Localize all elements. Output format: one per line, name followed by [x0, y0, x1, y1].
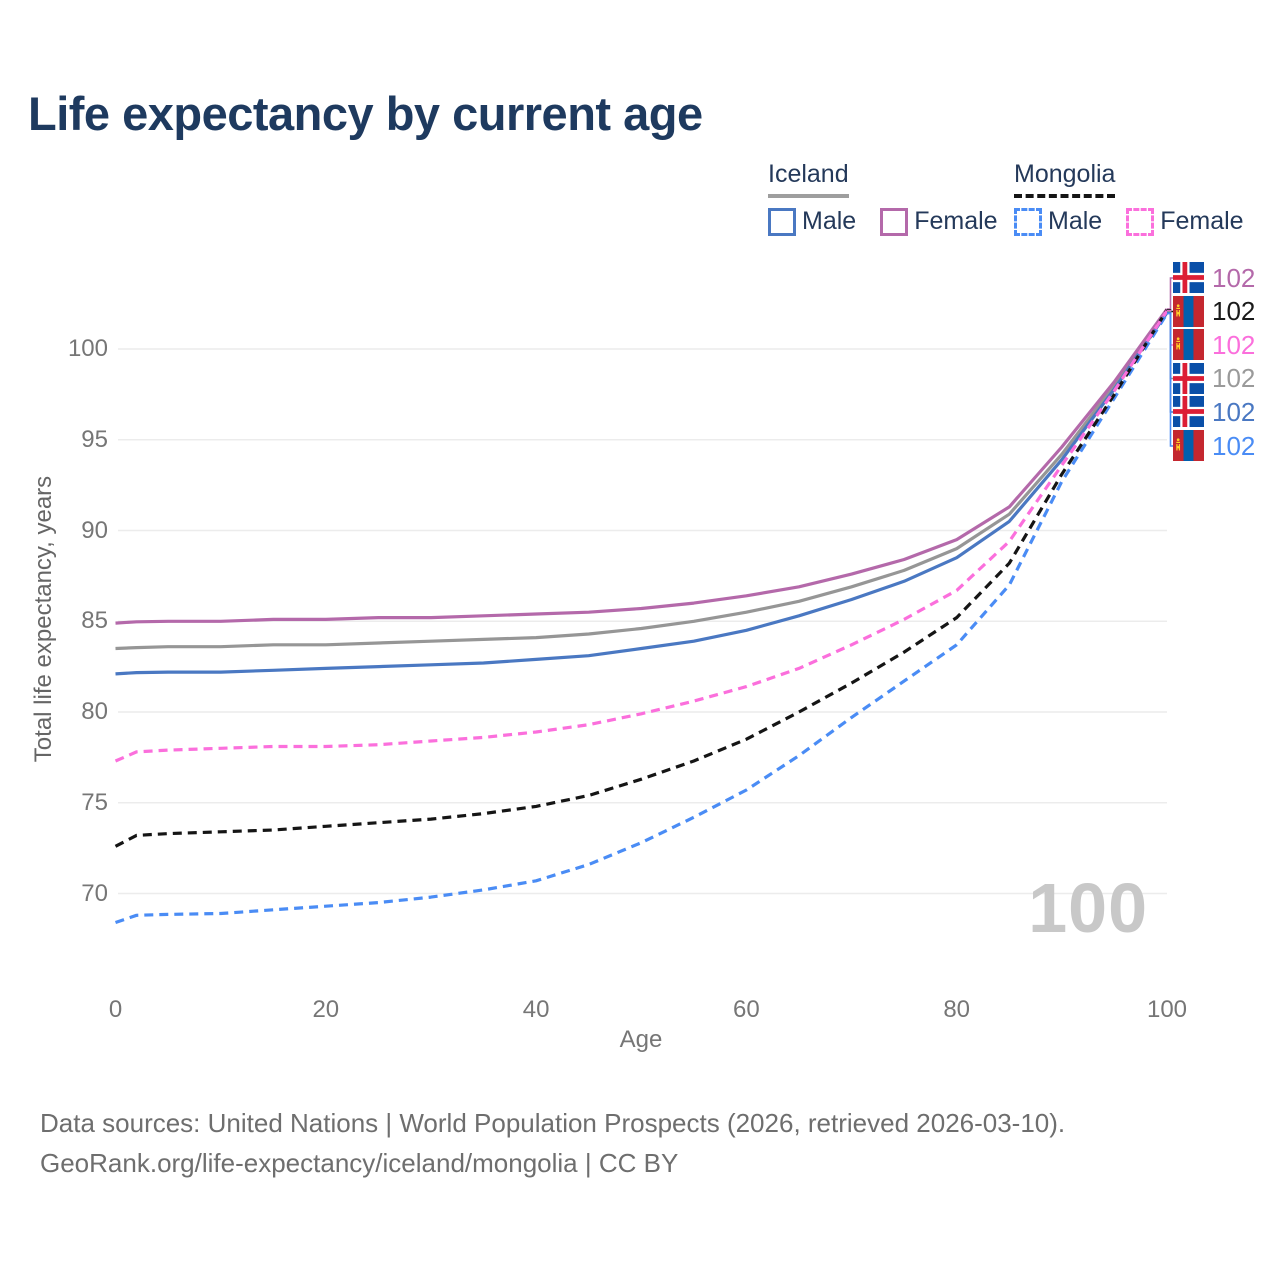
x-tick-label: 100 [1146, 996, 1188, 1023]
y-tick-label: 85 [81, 607, 108, 635]
legend-item-mongolia-male[interactable]: Male [1014, 207, 1102, 236]
series-line-iceland-female[interactable] [115, 308, 1169, 625]
y-tick-label: 95 [81, 425, 108, 453]
mongolia-male-swatch-icon [1014, 207, 1042, 236]
x-tick-label: 0 [108, 996, 123, 1023]
end-label-connector [1167, 312, 1173, 447]
end-label-mongolia-male[interactable]: 102 [1173, 430, 1255, 462]
legend-country-label: Mongolia [1014, 160, 1116, 198]
series-line-mongolia-both-sexes[interactable] [114, 309, 1169, 848]
y-tick-label: 70 [81, 879, 108, 907]
y-tick-label: 100 [67, 335, 108, 362]
mongolia-flag-icon [1173, 430, 1204, 462]
y-axis-title: Total life expectancy, years [30, 475, 57, 763]
y-tick-label: 75 [81, 788, 108, 816]
attribution-text: GeoRank.org/life-expectancy/iceland/mong… [40, 1148, 679, 1178]
x-tick-label: 80 [943, 996, 971, 1023]
data-sources-text: Data sources: United Nations | World Pop… [40, 1108, 1066, 1138]
x-axis-title: Age [619, 1026, 663, 1053]
legend-country-label: Iceland [768, 160, 849, 198]
end-label-iceland-both-sexes[interactable]: 102 [1173, 362, 1256, 395]
iceland-flag-icon [1173, 362, 1204, 394]
series-line-iceland-male[interactable] [115, 311, 1169, 676]
end-value-label: 102 [1212, 329, 1256, 360]
mongolia-flag-icon [1173, 295, 1204, 327]
x-tick-label: 40 [522, 996, 550, 1023]
series-line-mongolia-male[interactable] [114, 312, 1169, 925]
end-label-iceland-male[interactable]: 102 [1173, 396, 1255, 428]
iceland-female-swatch-icon [880, 207, 909, 236]
page-title: Life expectancy by current age [28, 87, 703, 140]
end-label-connector [1167, 277, 1173, 310]
end-value-label: 102 [1212, 396, 1256, 427]
mongolia-female-swatch-icon [1126, 207, 1155, 236]
legend-country-mongolia[interactable]: Mongolia [1014, 160, 1244, 198]
end-label-mongolia-female[interactable]: 102 [1173, 329, 1255, 361]
legend-item-label: Male [1048, 207, 1103, 235]
iceland-flag-icon [1173, 262, 1204, 294]
end-label-mongolia-both-sexes[interactable]: 102 [1173, 295, 1256, 328]
legend-country-iceland[interactable]: Iceland [768, 160, 998, 198]
legend-item-iceland-female[interactable]: Female [880, 207, 998, 236]
end-value-label: 102 [1212, 363, 1256, 393]
mongolia-flag-icon [1173, 329, 1204, 361]
legend-group-mongolia: Mongolia Male Female [1014, 160, 1244, 236]
end-label-iceland-female[interactable]: 102 [1173, 262, 1255, 294]
legend-item-label: Male [802, 207, 857, 235]
age-counter-watermark: 100 [1028, 869, 1148, 947]
series-line-mongolia-female[interactable] [114, 310, 1169, 763]
legend-item-mongolia-female[interactable]: Female [1126, 207, 1244, 236]
legend-item-label: Female [914, 207, 998, 235]
iceland-flag-icon [1173, 396, 1204, 428]
x-tick-label: 20 [312, 996, 340, 1023]
end-value-label: 102 [1212, 430, 1256, 461]
x-tick-label: 60 [733, 996, 760, 1023]
legend-group-iceland: Iceland Male Female [768, 160, 998, 236]
legend-item-iceland-male[interactable]: Male [768, 207, 856, 236]
y-tick-label: 80 [81, 698, 108, 725]
series-line-iceland-both-sexes[interactable] [115, 310, 1169, 651]
end-value-label: 102 [1212, 262, 1256, 293]
end-value-label: 102 [1212, 296, 1256, 326]
line-chart [114, 277, 1173, 925]
iceland-male-swatch-icon [768, 207, 796, 236]
y-tick-label: 90 [81, 516, 108, 544]
legend-item-label: Female [1160, 207, 1244, 235]
